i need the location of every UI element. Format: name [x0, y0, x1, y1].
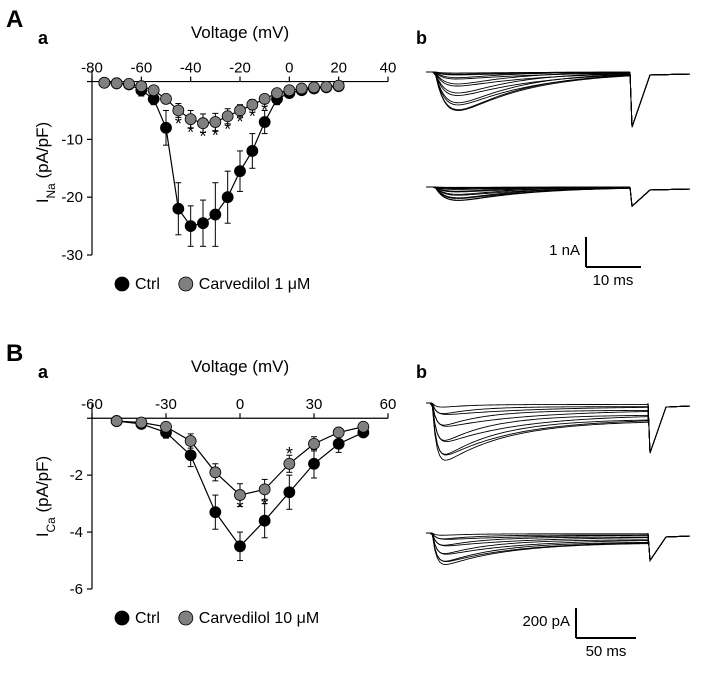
svg-text:-2: -2	[70, 467, 83, 484]
svg-text:0: 0	[236, 396, 244, 413]
svg-text:INa (pA/pF): INa (pA/pF)	[33, 122, 58, 203]
svg-text:*: *	[175, 114, 182, 134]
svg-text:-40: -40	[180, 60, 202, 77]
svg-text:*: *	[212, 125, 219, 145]
svg-text:Voltage (mV): Voltage (mV)	[191, 357, 289, 376]
svg-text:60: 60	[380, 396, 397, 413]
svg-text:*: *	[286, 444, 293, 464]
svg-text:-30: -30	[61, 247, 83, 264]
panel-a-chart-container: Voltage (mV)-80-60-40-2002040-30-20-10IN…	[30, 20, 400, 310]
svg-text:*: *	[236, 498, 243, 518]
svg-text:-30: -30	[155, 396, 177, 413]
svg-text:20: 20	[330, 60, 347, 77]
svg-text:40: 40	[380, 60, 397, 77]
svg-text:10 ms: 10 ms	[593, 272, 634, 289]
panel-b-label: B	[6, 340, 23, 368]
svg-text:*: *	[199, 126, 206, 146]
svg-text:1 nA: 1 nA	[549, 242, 580, 259]
svg-text:*: *	[249, 106, 256, 126]
svg-text:-4: -4	[70, 524, 83, 541]
svg-text:*: *	[261, 495, 268, 515]
panel-b-chart-container: Voltage (mV)-60-3003060-6-4-2ICa (pA/pF)…	[30, 354, 400, 644]
svg-text:-60: -60	[130, 60, 152, 77]
svg-text:*: *	[236, 112, 243, 132]
svg-text:Voltage (mV): Voltage (mV)	[191, 23, 289, 42]
svg-text:Carvedilol 1 μM: Carvedilol 1 μM	[199, 276, 310, 293]
panel-a-chart: Voltage (mV)-80-60-40-2002040-30-20-10IN…	[30, 20, 400, 310]
svg-text:0: 0	[285, 60, 293, 77]
panel-b-chart: Voltage (mV)-60-3003060-6-4-2ICa (pA/pF)…	[30, 354, 400, 644]
svg-text:50 ms: 50 ms	[586, 643, 627, 660]
svg-text:200 pA: 200 pA	[522, 613, 570, 630]
svg-text:30: 30	[306, 396, 323, 413]
svg-text:-6: -6	[70, 581, 83, 598]
panel-b-traces-container: 200 pA 50 ms	[416, 376, 706, 666]
svg-text:-20: -20	[61, 189, 83, 206]
panel-b-traces: 200 pA 50 ms	[416, 376, 706, 666]
svg-text:Carvedilol 10 μM: Carvedilol 10 μM	[199, 610, 319, 627]
figure-page: A a b Voltage (mV)-80-60-40-2002040-30-2…	[0, 0, 714, 691]
panel-a-label: A	[6, 6, 23, 34]
svg-text:ICa (pA/pF): ICa (pA/pF)	[33, 456, 58, 537]
svg-text:*: *	[187, 122, 194, 142]
svg-text:*: *	[261, 100, 268, 120]
svg-text:-10: -10	[61, 131, 83, 148]
svg-text:Ctrl: Ctrl	[135, 276, 160, 293]
svg-text:*: *	[224, 120, 231, 140]
panel-a-traces: 1 nA 10 ms	[416, 42, 706, 312]
panel-a-traces-container: 1 nA 10 ms	[416, 42, 706, 312]
svg-text:-20: -20	[229, 60, 251, 77]
svg-text:Ctrl: Ctrl	[135, 610, 160, 627]
